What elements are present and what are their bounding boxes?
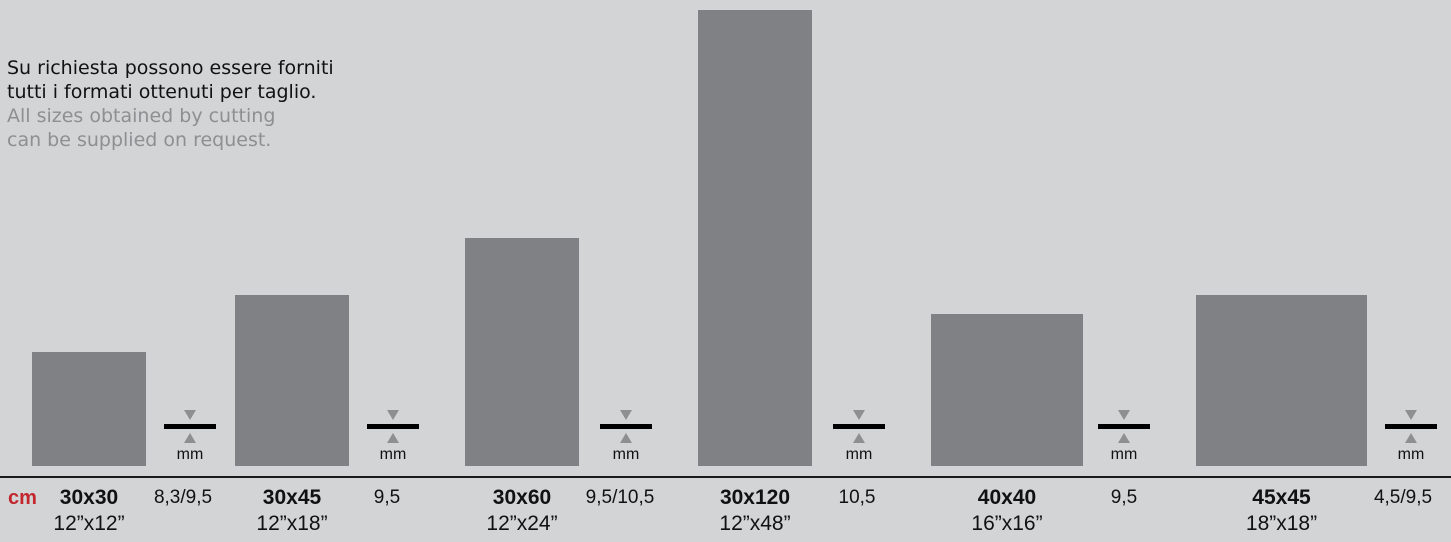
thickness-marker: mm: [1098, 410, 1150, 464]
thickness-bar: [1098, 424, 1150, 429]
arrow-up-icon: [387, 433, 399, 443]
arrow-down-icon: [1118, 410, 1130, 420]
tile-30x45: [235, 295, 349, 466]
thickness-marker: mm: [164, 410, 216, 464]
size-cm-label: 30x30: [59, 486, 119, 509]
tile-30x60: [465, 238, 579, 466]
size-inch-label: 12”x24”: [486, 512, 558, 535]
mm-label: mm: [1110, 446, 1138, 463]
size-inch-label: 12”x18”: [256, 512, 328, 535]
size-cm-label: 30x45: [262, 486, 322, 509]
mm-label: mm: [1397, 446, 1425, 463]
mm-label: mm: [176, 446, 204, 463]
thickness-label: 4,5/9,5: [1373, 487, 1433, 508]
size-inch-label: 16”x16”: [971, 512, 1043, 535]
thickness-label: 10,5: [838, 487, 876, 508]
arrow-down-icon: [184, 410, 196, 420]
size-inch-label: 18”x18”: [1245, 512, 1318, 535]
size-cm-label: 30x60: [492, 486, 552, 509]
thickness-label: 9,5: [373, 487, 401, 508]
baseline: [0, 476, 1451, 478]
unit-label: cm: [8, 487, 37, 509]
mm-label: mm: [379, 446, 407, 463]
cutting-note: Su richiesta possono essere forniti tutt…: [7, 56, 334, 152]
arrow-up-icon: [1405, 433, 1417, 443]
arrow-up-icon: [853, 433, 865, 443]
size-cm-label: 40x40: [977, 486, 1037, 509]
thickness-marker: mm: [600, 410, 652, 464]
thickness-bar: [164, 424, 216, 429]
arrow-down-icon: [1405, 410, 1417, 420]
thickness-label: 9,5: [1110, 487, 1138, 508]
thickness-marker: mm: [833, 410, 885, 464]
tile-30x120: [698, 10, 812, 466]
arrow-up-icon: [184, 433, 196, 443]
size-cm-label: 45x45: [1252, 486, 1311, 509]
arrow-up-icon: [620, 433, 632, 443]
note-english-line-1: All sizes obtained by cutting: [7, 105, 276, 127]
thickness-bar: [367, 424, 419, 429]
tile-30x30: [32, 352, 146, 466]
thickness-marker: mm: [367, 410, 419, 464]
thickness-label: 8,3/9,5: [153, 487, 213, 508]
note-italian-line-1: Su richiesta possono essere forniti: [7, 57, 334, 79]
arrow-up-icon: [1118, 433, 1130, 443]
thickness-bar: [600, 424, 652, 429]
thickness-bar: [1385, 424, 1437, 429]
thickness-label: 9,5/10,5: [585, 487, 655, 508]
thickness-marker: mm: [1385, 410, 1437, 464]
size-inch-label: 12”x48”: [719, 512, 791, 535]
thickness-bar: [833, 424, 885, 429]
size-inch-label: 12”x12”: [53, 512, 125, 535]
arrow-down-icon: [620, 410, 632, 420]
note-english-line-2: can be supplied on request.: [7, 129, 272, 151]
arrow-down-icon: [853, 410, 865, 420]
arrow-down-icon: [387, 410, 399, 420]
size-cm-label: 30x120: [719, 486, 791, 509]
tile-40x40: [931, 314, 1083, 466]
note-italian-line-2: tutti i formati ottenuti per taglio.: [7, 81, 317, 103]
tile-45x45: [1196, 295, 1367, 466]
mm-label: mm: [612, 446, 640, 463]
mm-label: mm: [845, 446, 873, 463]
